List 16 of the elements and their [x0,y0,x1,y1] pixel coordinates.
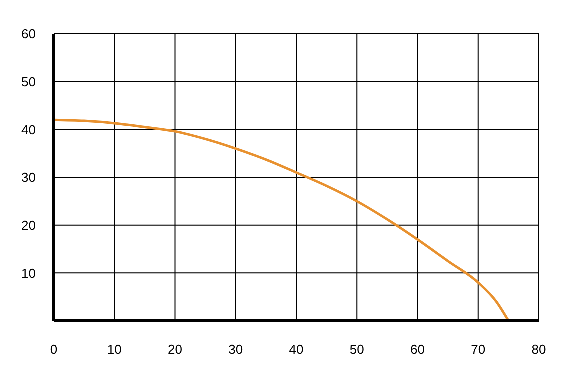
y-tick-label: 40 [22,122,36,138]
line-series [54,118,510,321]
y-tick-label: 60 [22,26,36,42]
x-tick-label: 80 [532,342,546,358]
y-tick-label: 10 [22,266,36,281]
x-tick-label: 30 [228,342,244,358]
x-tick-label: 40 [289,342,304,358]
x-tick-label: 60 [410,342,425,358]
x-tick-label: 0 [50,342,58,358]
x-tick-label: 20 [168,342,182,358]
x-tick-label: 70 [471,342,486,358]
y-tick-label: 30 [22,170,36,186]
y-tick-label: 20 [22,218,36,233]
x-tick-label: 50 [350,342,364,358]
y-tick-label: 50 [22,74,36,90]
x-tick-label: 10 [107,342,122,358]
